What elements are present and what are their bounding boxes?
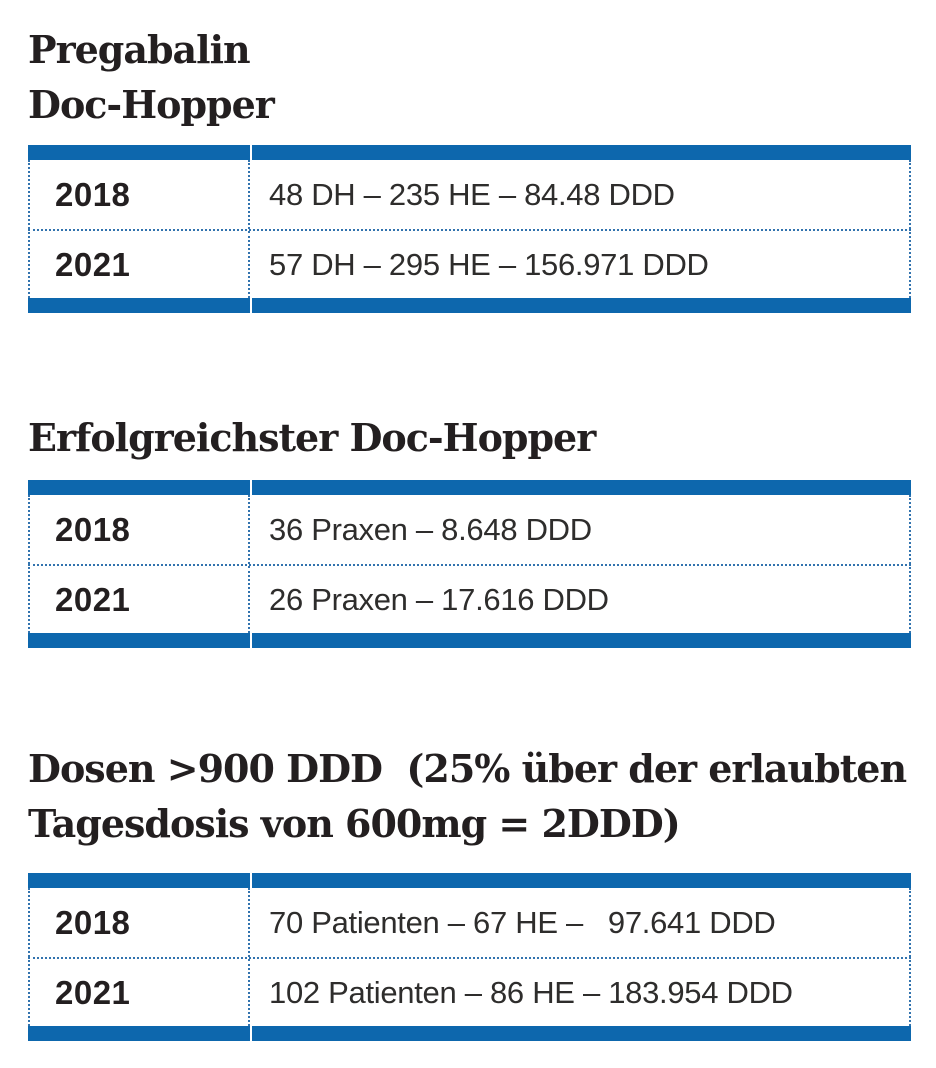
year-cell: 2018 <box>30 160 250 229</box>
table-row: 2018 36 Praxen – 8.648 DDD <box>28 495 911 564</box>
bar-segment <box>28 298 250 313</box>
bar-gap <box>250 1026 252 1041</box>
table-bottom-bar <box>28 633 911 648</box>
bar-gap <box>250 298 252 313</box>
year-cell: 2021 <box>30 959 250 1026</box>
section-erfolgreichster-doc-hopper: Erfolgreichster Doc-Hopper 2018 36 Praxe… <box>28 410 911 648</box>
table-row: 2021 26 Praxen – 17.616 DDD <box>28 564 911 633</box>
bar-segment <box>252 633 911 648</box>
stats-table: 2018 36 Praxen – 8.648 DDD 2021 26 Praxe… <box>28 480 911 648</box>
value-cell: 70 Patienten – 67 HE – 97.641 DDD <box>269 904 776 940</box>
year-cell: 2018 <box>30 888 250 957</box>
title-line: Doc-Hopper <box>28 82 275 127</box>
table-title: Dosen >900 DDD (25% über der erlaubten T… <box>28 741 911 851</box>
bar-segment <box>28 633 250 648</box>
bar-gap <box>250 633 252 648</box>
value-cell: 26 Praxen – 17.616 DDD <box>269 581 609 617</box>
year-cell: 2018 <box>30 495 250 564</box>
value-cell: 102 Patienten – 86 HE – 183.954 DDD <box>269 974 793 1010</box>
bar-segment <box>28 145 250 160</box>
title-line: Erfolgreichster Doc-Hopper <box>28 415 596 460</box>
value-cell: 48 DH – 235 HE – 84.48 DDD <box>269 176 675 212</box>
section-pregabalin-doc-hopper: Pregabalin Doc-Hopper 2018 48 DH – 235 H… <box>28 22 911 313</box>
bar-gap <box>250 145 252 160</box>
table-top-bar <box>28 873 911 888</box>
table-row: 2018 48 DH – 235 HE – 84.48 DDD <box>28 160 911 229</box>
bar-segment <box>28 480 250 495</box>
stats-table: 2018 70 Patienten – 67 HE – 97.641 DDD 2… <box>28 873 911 1041</box>
table-title: Erfolgreichster Doc-Hopper <box>28 410 911 465</box>
title-line: Pregabalin <box>28 27 251 72</box>
bar-segment <box>28 873 250 888</box>
table-bottom-bar <box>28 1026 911 1041</box>
bar-gap <box>250 873 252 888</box>
table-title: Pregabalin Doc-Hopper <box>28 22 911 132</box>
table-top-bar <box>28 145 911 160</box>
table-row: 2021 57 DH – 295 HE – 156.971 DDD <box>28 229 911 298</box>
bar-gap <box>250 480 252 495</box>
title-line: Tagesdosis von 600mg = 2DDD) <box>28 801 681 846</box>
year-cell: 2021 <box>30 231 250 298</box>
table-row: 2021 102 Patienten – 86 HE – 183.954 DDD <box>28 957 911 1026</box>
year-cell: 2021 <box>30 566 250 633</box>
bar-segment <box>252 873 911 888</box>
stats-table: 2018 48 DH – 235 HE – 84.48 DDD 2021 57 … <box>28 145 911 313</box>
table-row: 2018 70 Patienten – 67 HE – 97.641 DDD <box>28 888 911 957</box>
bar-segment <box>252 1026 911 1041</box>
bar-segment <box>252 145 911 160</box>
section-dosen-900-ddd: Dosen >900 DDD (25% über der erlaubten T… <box>28 741 911 1041</box>
value-cell: 36 Praxen – 8.648 DDD <box>269 511 592 547</box>
table-top-bar <box>28 480 911 495</box>
bar-segment <box>252 480 911 495</box>
bar-segment <box>252 298 911 313</box>
value-cell: 57 DH – 295 HE – 156.971 DDD <box>269 246 709 282</box>
title-line: Dosen >900 DDD (25% über der erlaubten <box>28 746 907 791</box>
table-bottom-bar <box>28 298 911 313</box>
bar-segment <box>28 1026 250 1041</box>
